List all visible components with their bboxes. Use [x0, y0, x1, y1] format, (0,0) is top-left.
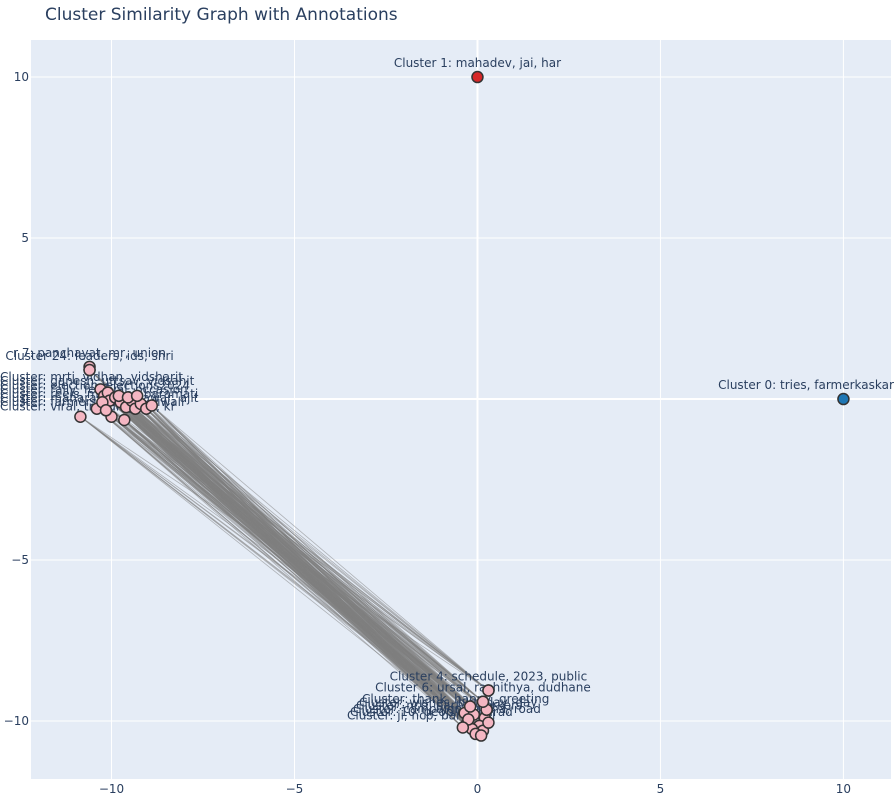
similarity-edge — [105, 409, 489, 723]
labeled-cluster-node[interactable] — [837, 392, 850, 406]
cluster-node[interactable] — [145, 399, 159, 412]
cluster-label-overlap: Cluster: campaign, sabha, road — [353, 702, 541, 716]
cluster-label-overlap: Cluster: ji, ncp, baramati — [347, 709, 495, 723]
similarity-edge — [105, 409, 487, 711]
labeled-cluster-node[interactable] — [482, 684, 495, 697]
cluster-node[interactable] — [74, 410, 87, 423]
cluster-node[interactable] — [482, 716, 495, 729]
labeled-cluster-node[interactable] — [476, 695, 490, 708]
x-tick-label: 5 — [657, 782, 665, 796]
cluster-node[interactable] — [474, 729, 488, 742]
similarity-edge — [127, 397, 464, 728]
similarity-edge — [151, 405, 489, 691]
cluster-label-overlap: Cluster: ganesh, uttsav, vidsahit — [0, 374, 195, 388]
similarity-edges — [80, 369, 489, 736]
axis-ticks: −10 −5 0 5 10 −10 −5 0 5 10 — [4, 70, 851, 796]
x-tick-label: 10 — [836, 782, 851, 796]
cluster-node[interactable] — [99, 404, 113, 417]
similarity-edge — [136, 395, 469, 720]
similarity-edge — [96, 408, 464, 728]
labeled-cluster-node[interactable] — [471, 70, 484, 84]
similarity-edge — [127, 397, 469, 720]
similarity-edge — [118, 395, 471, 707]
cluster-label: Cluster 0: tries, farmerkaskar — [718, 378, 894, 392]
similarity-edge — [105, 410, 482, 736]
cluster-node[interactable] — [130, 389, 144, 403]
similarity-edge — [80, 416, 482, 736]
cluster-label-overlap: Cluster: thank, happy, greeting — [362, 692, 549, 706]
similarity-edge — [102, 401, 489, 691]
y-tick-label: 0 — [21, 392, 29, 406]
cluster-nodes — [74, 70, 850, 742]
y-tick-label: −10 — [4, 714, 29, 728]
similarity-edge — [127, 397, 484, 703]
cluster-node[interactable] — [463, 700, 477, 713]
similarity-edge — [80, 416, 489, 723]
similarity-edge — [127, 397, 476, 735]
plot-background — [31, 40, 891, 779]
cluster-label: Cluster 24: leaders, ids, shri — [5, 349, 173, 363]
cluster-node[interactable] — [456, 721, 470, 734]
cluster-label-overlap: Cluster: mrtj, vidhan, vidsharit — [0, 370, 183, 384]
cluster-labels: Cluster 0: tries, farmerkaskar Cluster 1:… — [0, 56, 894, 722]
x-tick-label: −5 — [286, 782, 304, 796]
x-tick-label: −10 — [99, 782, 124, 796]
cluster-label: Cluster 4: schedule, 2023, public — [390, 669, 588, 683]
similarity-edge — [105, 409, 489, 691]
similarity-edge — [136, 395, 475, 715]
similarity-edge — [151, 405, 487, 711]
similarity-edge — [124, 419, 484, 703]
y-tick-label: −5 — [11, 553, 29, 567]
cluster-label: Cluster 1: mahadev, jai, har — [394, 56, 561, 70]
chart-title: Cluster Similarity Graph with Annotation… — [45, 5, 398, 25]
similarity-edge — [118, 395, 476, 735]
y-tick-label: 10 — [14, 70, 29, 84]
similarity-edge — [136, 395, 484, 703]
similarity-edge — [136, 395, 464, 728]
cluster-label: r 7: panchayat, mr, union — [13, 346, 166, 360]
similarity-edge — [136, 395, 476, 735]
x-tick-label: 0 — [474, 782, 482, 796]
cluster-label-overlap: Cluster: wishes, birthday, day — [359, 695, 537, 709]
similarity-edge — [102, 401, 482, 736]
cluster-label-overlap: Cluster: election, elections2024 — [0, 378, 190, 392]
cluster-node[interactable] — [118, 413, 131, 427]
y-tick-label: 5 — [21, 231, 29, 245]
similarity-edge — [136, 395, 471, 707]
labeled-cluster-node[interactable] — [83, 363, 96, 377]
